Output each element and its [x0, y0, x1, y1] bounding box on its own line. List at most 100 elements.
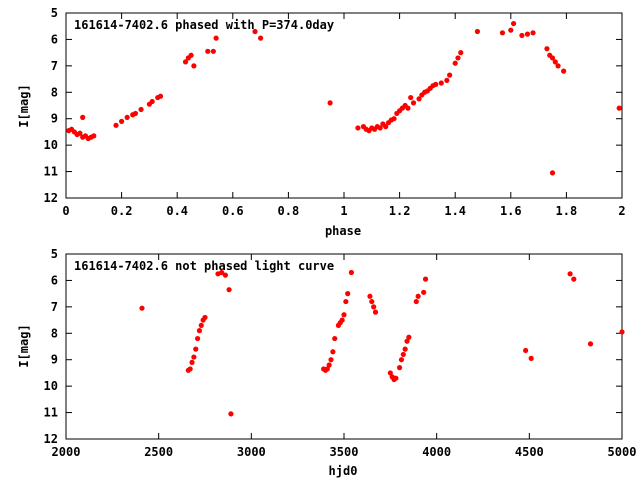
data-point [326, 362, 332, 368]
data-point [202, 314, 208, 321]
data-point [433, 81, 439, 87]
data-point [528, 355, 534, 361]
data-point [213, 35, 219, 41]
data-point [619, 329, 625, 335]
data-point [408, 94, 414, 101]
data-point [219, 269, 225, 276]
x-tick-label: 1.8 [556, 204, 578, 218]
data-point [182, 59, 189, 65]
data-point [113, 122, 119, 128]
data-point [228, 411, 234, 417]
data-point [391, 116, 397, 122]
chart-title: 161614-7402.6 not phased light curve [74, 259, 334, 273]
data-point [422, 276, 429, 282]
x-tick-label: 4500 [515, 445, 544, 459]
data-point [189, 359, 195, 365]
y-tick-label: 8 [51, 326, 58, 340]
data-point [369, 298, 375, 305]
data-point [444, 77, 450, 83]
data-point [549, 55, 556, 61]
tick-group: 2000 2500 3000 3500 4000 4500 5000 5 6 7 8 9 10 11 12 [44, 247, 637, 459]
data-point [587, 341, 594, 347]
data-point [77, 130, 83, 136]
y-tick-label: 5 [51, 6, 58, 20]
y-tick-label: 10 [44, 138, 58, 152]
data-point [348, 269, 355, 276]
data-point [226, 287, 232, 293]
x-tick-label: 2 [618, 204, 625, 218]
data-point [139, 305, 145, 311]
x-tick-label: 0 [62, 204, 69, 218]
y-tick-label: 5 [51, 247, 58, 261]
data-point [499, 30, 506, 36]
data-point [339, 317, 345, 323]
x-tick-label: 3000 [237, 445, 266, 459]
data-point [222, 272, 228, 278]
data-point [405, 105, 411, 111]
data-point [421, 289, 427, 295]
y-tick-label: 12 [44, 191, 58, 205]
data-point [530, 30, 536, 36]
data-point [567, 271, 573, 277]
x-tick-label: 1.2 [389, 204, 411, 218]
data-point [191, 63, 197, 69]
data-point [194, 335, 201, 342]
x-tick-label: 0.6 [222, 204, 244, 218]
plot-frame [65, 253, 623, 440]
data-point [330, 349, 336, 355]
y-tick-label: 11 [44, 406, 58, 420]
x-tick-label: 0.4 [166, 204, 188, 218]
data-point [410, 100, 417, 106]
data-point [400, 351, 406, 358]
x-tick-label: 2500 [144, 445, 173, 459]
y-axis-label: I[mag] [17, 84, 31, 127]
data-point [205, 48, 211, 54]
y-tick-label: 7 [51, 300, 58, 314]
tick-group: 0 0.2 0.4 0.6 0.8 1 1.2 1.4 1.6 1.8 2 5 6 7 8 9 10 11 12 [44, 6, 626, 218]
y-tick-label: 7 [51, 59, 58, 73]
data-point [372, 309, 379, 315]
data-point [124, 114, 130, 120]
data-point [438, 80, 444, 86]
x-tick-label: 3500 [330, 445, 359, 459]
data-point [571, 276, 577, 282]
data-point [149, 98, 155, 105]
data-point [519, 32, 525, 39]
data-point [187, 366, 193, 372]
data-point [524, 31, 531, 37]
data-point [508, 27, 514, 33]
x-tick-label: 0.8 [278, 204, 300, 218]
data-point [552, 59, 558, 65]
data-point [402, 346, 408, 352]
data-point [413, 298, 419, 305]
data-point [452, 60, 458, 66]
data-point [447, 72, 453, 78]
x-tick-label: 0.2 [111, 204, 133, 218]
data-point [343, 298, 349, 305]
data-point [328, 357, 334, 363]
data-point [383, 124, 389, 130]
data-point [544, 46, 550, 52]
data-point [341, 312, 347, 318]
data-point [252, 28, 258, 35]
x-axis-label: hjd0 [329, 464, 358, 478]
data-point [193, 346, 199, 352]
y-tick-label: 6 [51, 32, 58, 46]
data-points [139, 269, 625, 417]
y-tick-label: 12 [44, 432, 58, 446]
data-point [406, 334, 412, 340]
data-point [415, 293, 421, 299]
data-point [258, 35, 264, 41]
data-point [367, 293, 373, 299]
data-point [196, 328, 203, 334]
data-point [398, 357, 405, 363]
data-point [80, 114, 86, 120]
phased-light-curve-panel: 0 0.2 0.4 0.6 0.8 1 1.2 1.4 1.6 1.8 2 5 6 7 8 9 10 11 12 1… [17, 6, 626, 238]
y-tick-label: 11 [44, 165, 58, 179]
data-point [523, 347, 529, 354]
data-point [387, 370, 393, 376]
x-tick-label: 5000 [608, 445, 637, 459]
data-point [132, 110, 139, 117]
unphased-light-curve-panel: 2000 2500 3000 3500 4000 4500 500056789101112 … [17, 247, 636, 478]
chart-title: 161614-7402.6 phased with P=374.0day [74, 18, 334, 32]
